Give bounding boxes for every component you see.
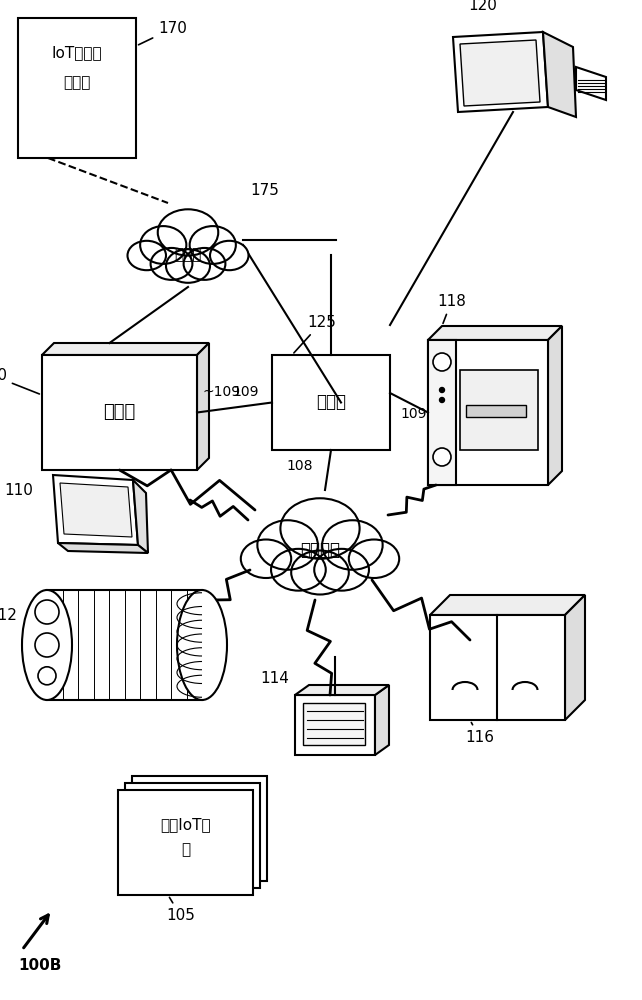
Ellipse shape	[184, 248, 225, 280]
Text: 100B: 100B	[18, 958, 62, 973]
Ellipse shape	[22, 590, 72, 700]
Text: 175: 175	[250, 183, 279, 198]
Text: 空中接口: 空中接口	[300, 541, 340, 559]
Text: 130: 130	[0, 368, 39, 394]
Ellipse shape	[189, 226, 236, 264]
Text: 125: 125	[294, 315, 336, 353]
Polygon shape	[453, 32, 548, 112]
Text: 112: 112	[0, 608, 17, 623]
Ellipse shape	[291, 550, 349, 594]
Bar	[118, 790, 253, 895]
Polygon shape	[42, 343, 209, 355]
Polygon shape	[375, 685, 389, 755]
Ellipse shape	[177, 590, 227, 700]
Ellipse shape	[210, 241, 248, 270]
Bar	[466, 405, 526, 417]
Ellipse shape	[140, 226, 186, 264]
Text: 105: 105	[166, 897, 195, 923]
Text: 108: 108	[286, 459, 313, 473]
Polygon shape	[565, 595, 585, 720]
Text: 114: 114	[260, 671, 289, 686]
Circle shape	[433, 353, 451, 371]
Polygon shape	[428, 326, 562, 340]
Circle shape	[38, 667, 56, 685]
Text: 116: 116	[465, 722, 494, 745]
Ellipse shape	[281, 498, 360, 559]
Ellipse shape	[158, 209, 218, 255]
Bar	[47, 590, 202, 700]
Ellipse shape	[257, 520, 318, 570]
Bar	[460, 370, 538, 450]
Ellipse shape	[349, 540, 399, 578]
Text: 备: 备	[181, 842, 190, 857]
Text: 109: 109	[232, 385, 259, 399]
Ellipse shape	[271, 549, 325, 591]
Bar	[272, 355, 390, 450]
Circle shape	[433, 448, 451, 466]
Polygon shape	[460, 40, 540, 106]
Text: 118: 118	[437, 294, 466, 323]
Bar	[428, 340, 456, 485]
Text: 120: 120	[469, 0, 498, 13]
Ellipse shape	[151, 248, 193, 280]
Ellipse shape	[166, 249, 210, 283]
Polygon shape	[58, 543, 148, 553]
Text: 图特网: 图特网	[175, 247, 202, 262]
Polygon shape	[543, 32, 576, 117]
Bar	[132, 776, 267, 881]
Bar	[125, 783, 260, 888]
Polygon shape	[430, 595, 585, 615]
Text: 110: 110	[4, 483, 33, 498]
Ellipse shape	[322, 520, 383, 570]
Polygon shape	[576, 67, 606, 100]
Polygon shape	[133, 480, 148, 553]
Bar	[18, 18, 136, 158]
Bar	[428, 340, 548, 485]
Bar	[303, 703, 365, 745]
Polygon shape	[60, 483, 132, 537]
Bar	[42, 355, 197, 470]
Text: ~109: ~109	[202, 385, 240, 399]
Text: 170: 170	[139, 21, 187, 45]
Polygon shape	[53, 475, 138, 545]
Circle shape	[35, 633, 59, 657]
Bar	[430, 615, 565, 720]
Text: 无源IoT设: 无源IoT设	[160, 818, 211, 832]
Ellipse shape	[241, 540, 291, 578]
Bar	[295, 695, 375, 755]
Text: IoT服务器: IoT服务器	[52, 45, 102, 60]
Text: 服务器: 服务器	[64, 76, 91, 91]
Polygon shape	[197, 343, 209, 470]
Polygon shape	[548, 326, 562, 485]
Ellipse shape	[314, 549, 369, 591]
Text: 109: 109	[400, 407, 426, 421]
Circle shape	[35, 600, 59, 624]
Text: 接入点: 接入点	[316, 393, 346, 412]
Ellipse shape	[128, 241, 166, 270]
Circle shape	[440, 387, 444, 392]
Text: 监管器: 监管器	[103, 403, 135, 422]
Circle shape	[440, 397, 444, 402]
Polygon shape	[295, 685, 389, 695]
